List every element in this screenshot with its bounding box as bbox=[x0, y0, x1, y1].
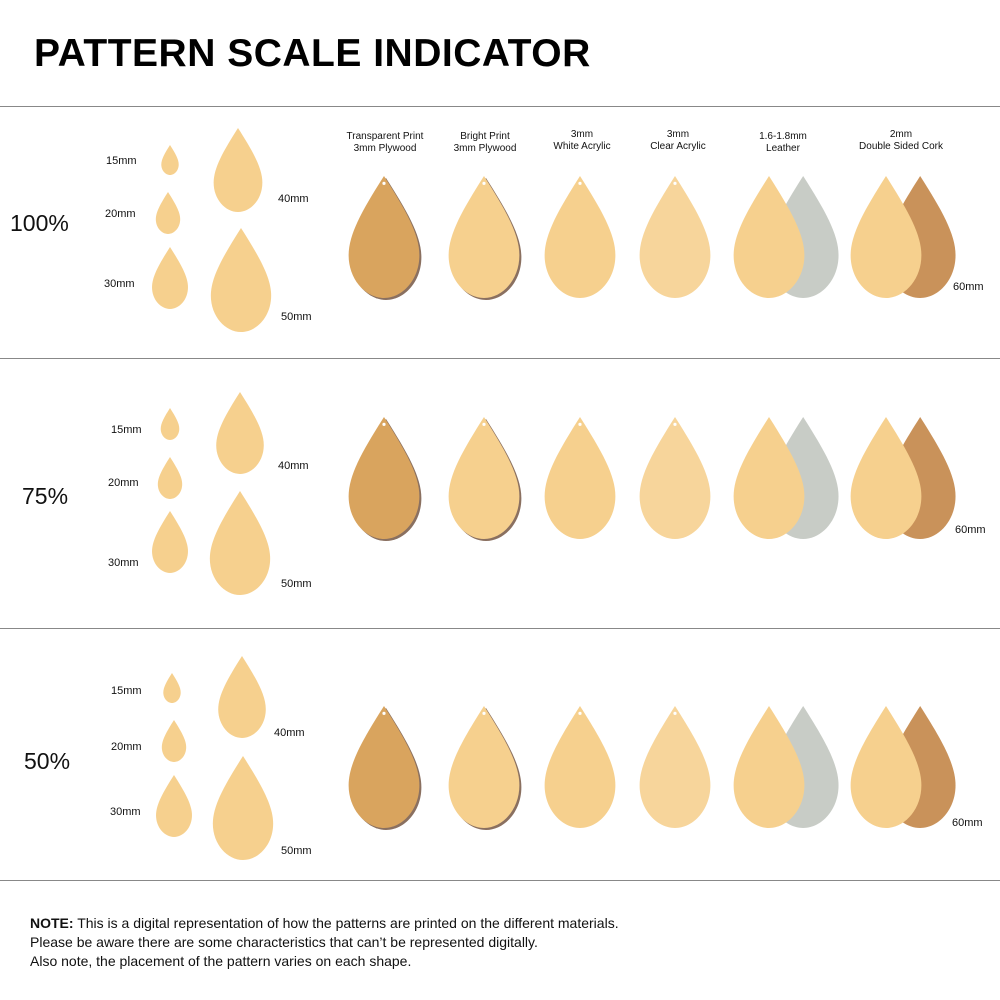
size-label-40mm: 40mm bbox=[278, 460, 309, 472]
earring-30mm bbox=[156, 775, 192, 837]
earring-15mm bbox=[160, 408, 180, 440]
earring-white-acrylic bbox=[544, 176, 616, 298]
scale-label-100: 100% bbox=[10, 210, 69, 236]
note-line-2: Please be aware there are some character… bbox=[30, 934, 538, 950]
earring-40mm bbox=[216, 392, 264, 474]
note-block: NOTE: This is a digital representation o… bbox=[30, 914, 619, 971]
note-line-3: Also note, the placement of the pattern … bbox=[30, 953, 412, 969]
note-label: NOTE: bbox=[30, 915, 74, 931]
earring-clear-acrylic bbox=[639, 176, 711, 298]
divider-2 bbox=[0, 628, 1000, 629]
material-size-label: 60mm bbox=[953, 281, 984, 293]
material-header-leather: 1.6-1.8mm Leather bbox=[759, 131, 807, 154]
earring-clear-acrylic bbox=[639, 417, 711, 539]
earring-cork bbox=[850, 417, 956, 539]
divider-1 bbox=[0, 358, 1000, 359]
earring-leather bbox=[733, 176, 839, 298]
size-label-50mm: 50mm bbox=[281, 845, 312, 857]
size-label-20mm: 20mm bbox=[105, 208, 136, 220]
material-header-cork: 2mm Double Sided Cork bbox=[859, 129, 943, 152]
earring-transparent-plywood bbox=[348, 706, 422, 830]
earring-50mm bbox=[210, 228, 272, 332]
earring-40mm bbox=[213, 128, 263, 212]
earring-50mm bbox=[209, 491, 271, 595]
earring-clear-acrylic bbox=[639, 706, 711, 828]
earring-20mm bbox=[161, 720, 187, 762]
earring-bright-plywood bbox=[448, 706, 522, 830]
page-title: PATTERN SCALE INDICATOR bbox=[34, 32, 591, 75]
size-label-30mm: 30mm bbox=[104, 278, 135, 290]
size-label-15mm: 15mm bbox=[106, 155, 137, 167]
material-header-white-acrylic: 3mm White Acrylic bbox=[553, 129, 611, 152]
size-label-40mm: 40mm bbox=[274, 727, 305, 739]
earring-20mm bbox=[155, 192, 181, 234]
size-label-20mm: 20mm bbox=[108, 477, 139, 489]
material-size-label: 60mm bbox=[955, 524, 986, 536]
earring-cork bbox=[850, 706, 956, 828]
earring-transparent-plywood bbox=[348, 417, 422, 541]
earring-leather bbox=[733, 417, 839, 539]
divider-top bbox=[0, 106, 1000, 107]
material-header-bright-plywood: Bright Print 3mm Plywood bbox=[453, 131, 517, 154]
scale-label-50: 50% bbox=[24, 748, 71, 774]
earring-15mm bbox=[163, 673, 181, 703]
size-label-30mm: 30mm bbox=[108, 557, 139, 569]
size-label-50mm: 50mm bbox=[281, 311, 312, 323]
earring-15mm bbox=[161, 145, 179, 175]
earring-bright-plywood bbox=[448, 417, 522, 541]
earring-cork bbox=[850, 176, 956, 298]
size-label-40mm: 40mm bbox=[278, 193, 309, 205]
material-header-transparent-plywood: Transparent Print 3mm Plywood bbox=[346, 131, 424, 154]
earring-30mm bbox=[152, 247, 188, 309]
scale-label-75: 75% bbox=[22, 483, 69, 509]
earring-30mm bbox=[152, 511, 188, 573]
earring-transparent-plywood bbox=[348, 176, 422, 300]
earring-white-acrylic bbox=[544, 417, 616, 539]
size-label-30mm: 30mm bbox=[110, 806, 141, 818]
size-label-15mm: 15mm bbox=[111, 685, 142, 697]
material-size-label: 60mm bbox=[952, 817, 983, 829]
size-label-50mm: 50mm bbox=[281, 578, 312, 590]
material-header-clear-acrylic: 3mm Clear Acrylic bbox=[650, 129, 706, 152]
earring-white-acrylic bbox=[544, 706, 616, 828]
note-line-1: This is a digital representation of how … bbox=[73, 915, 619, 931]
earring-40mm bbox=[218, 656, 266, 738]
earring-bright-plywood bbox=[448, 176, 522, 300]
divider-3 bbox=[0, 880, 1000, 881]
earring-50mm bbox=[212, 756, 274, 860]
size-label-20mm: 20mm bbox=[111, 741, 142, 753]
earring-20mm bbox=[157, 457, 183, 499]
size-label-15mm: 15mm bbox=[111, 424, 142, 436]
earring-leather bbox=[733, 706, 839, 828]
